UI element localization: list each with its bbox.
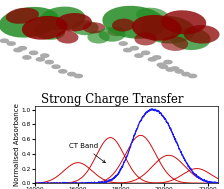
Circle shape	[159, 65, 168, 68]
Circle shape	[157, 63, 165, 67]
Ellipse shape	[83, 22, 105, 33]
Circle shape	[45, 60, 53, 64]
Circle shape	[7, 42, 15, 45]
Circle shape	[68, 72, 76, 76]
Ellipse shape	[102, 6, 166, 39]
Ellipse shape	[6, 8, 39, 24]
Ellipse shape	[184, 25, 220, 43]
Ellipse shape	[56, 13, 92, 32]
Y-axis label: Normalised Absorbance: Normalised Absorbance	[14, 103, 20, 186]
Circle shape	[59, 70, 67, 73]
Circle shape	[153, 56, 161, 59]
Ellipse shape	[40, 7, 85, 31]
Circle shape	[18, 46, 26, 50]
Circle shape	[164, 60, 172, 64]
Circle shape	[142, 51, 150, 54]
Ellipse shape	[132, 15, 182, 41]
Ellipse shape	[56, 31, 78, 43]
Circle shape	[175, 70, 183, 73]
Circle shape	[30, 51, 38, 54]
Circle shape	[52, 65, 60, 68]
Ellipse shape	[112, 19, 134, 32]
Ellipse shape	[108, 27, 125, 36]
Ellipse shape	[170, 28, 211, 50]
Circle shape	[130, 46, 138, 50]
Circle shape	[148, 58, 156, 61]
Ellipse shape	[22, 16, 68, 40]
Circle shape	[135, 54, 143, 57]
Ellipse shape	[0, 7, 59, 38]
Circle shape	[189, 74, 197, 78]
Ellipse shape	[136, 8, 169, 24]
Text: CT Band: CT Band	[69, 143, 105, 163]
Circle shape	[14, 48, 22, 52]
Circle shape	[124, 48, 132, 52]
Ellipse shape	[33, 23, 65, 40]
Circle shape	[23, 56, 31, 59]
Ellipse shape	[161, 36, 188, 51]
Circle shape	[74, 74, 82, 78]
Circle shape	[36, 58, 44, 61]
Text: Strong Charge Transfer: Strong Charge Transfer	[41, 93, 183, 106]
Circle shape	[166, 68, 174, 71]
Ellipse shape	[72, 20, 99, 35]
Circle shape	[171, 67, 179, 70]
Ellipse shape	[141, 16, 195, 43]
Circle shape	[119, 42, 127, 45]
Circle shape	[0, 39, 9, 43]
Ellipse shape	[134, 33, 157, 45]
Circle shape	[182, 72, 190, 76]
Circle shape	[41, 54, 49, 57]
Ellipse shape	[161, 10, 206, 34]
Ellipse shape	[87, 31, 110, 44]
Ellipse shape	[99, 27, 125, 42]
